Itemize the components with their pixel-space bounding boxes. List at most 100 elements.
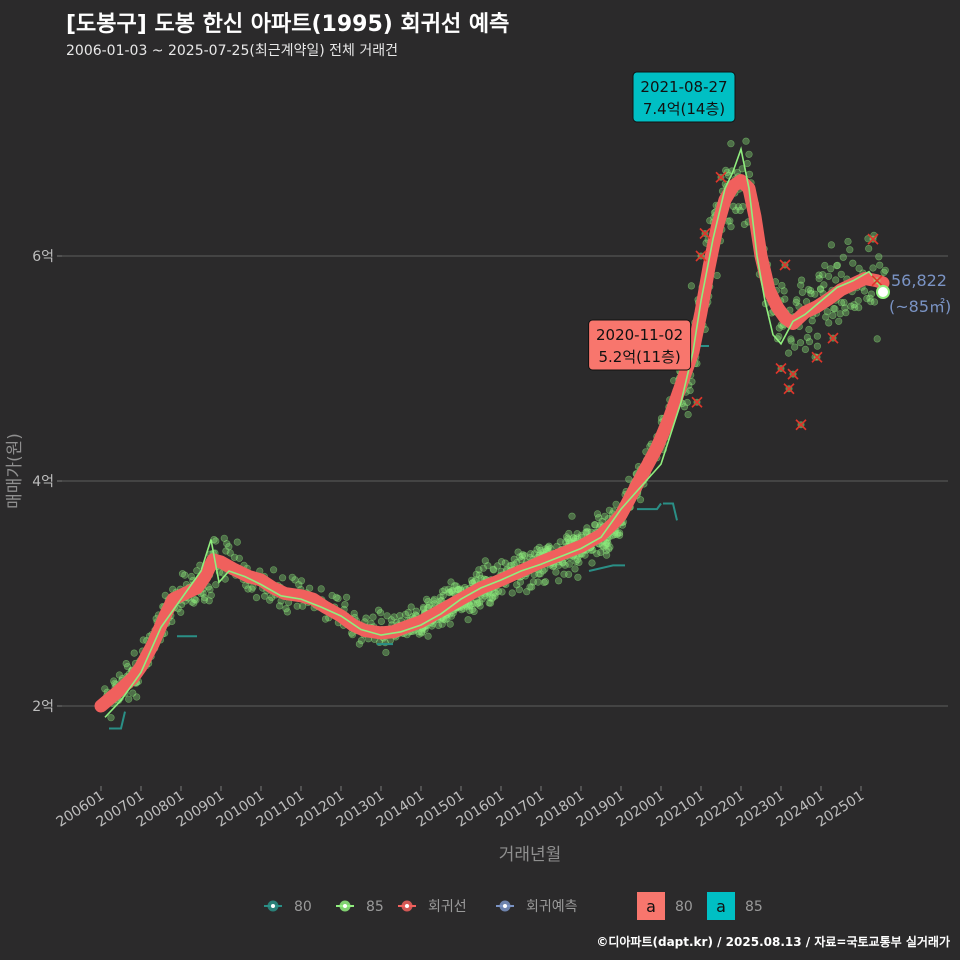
scatter-point	[306, 584, 314, 592]
scatter-point	[846, 246, 854, 254]
scatter-point	[205, 597, 213, 605]
scatter-point	[686, 386, 694, 395]
scatter-point	[341, 600, 349, 609]
scatter-point	[212, 581, 220, 589]
legend-glyph: a	[646, 897, 656, 916]
scatter-point	[726, 217, 734, 225]
scatter-point	[820, 281, 828, 289]
scatter-point	[407, 603, 415, 611]
scatter-point	[225, 543, 233, 551]
scatter-point	[516, 578, 525, 586]
scatter-point	[293, 602, 301, 610]
scatter-point	[808, 317, 816, 325]
annotation-price: 7.4억(14층)	[643, 100, 725, 118]
scatter-point	[561, 561, 569, 569]
scatter-point	[835, 317, 843, 325]
legend-glyph: a	[716, 897, 726, 916]
scatter-point	[545, 542, 553, 550]
scatter-point	[297, 577, 306, 585]
scatter-point	[464, 616, 472, 624]
area80-step	[637, 502, 662, 511]
scatter-point	[233, 538, 241, 546]
x-axis-title: 거래년월	[499, 845, 562, 865]
scatter-point	[727, 223, 735, 231]
scatter-point	[601, 512, 609, 520]
scatter-point	[476, 602, 484, 610]
cancelled-marker	[715, 171, 727, 183]
scatter-point	[355, 640, 364, 648]
cancelled-marker	[871, 275, 883, 287]
cancelled-marker	[867, 233, 879, 245]
y-tick-label: 6억	[32, 249, 54, 265]
cancelled-marker	[779, 259, 791, 271]
scatter-point	[798, 288, 807, 296]
area80-step	[109, 711, 126, 730]
scatter-point	[827, 265, 835, 273]
scatter-point	[369, 613, 377, 621]
scatter-point	[836, 310, 844, 318]
scatter-point	[829, 311, 837, 320]
grid-lines	[62, 255, 948, 707]
scatter-point	[849, 259, 857, 267]
scatter-point	[837, 299, 846, 307]
scatter-point	[837, 270, 845, 278]
scatter-point	[827, 241, 836, 249]
scatter-point	[593, 550, 601, 558]
scatter-point	[565, 529, 573, 538]
scatter-point	[822, 313, 830, 321]
scatter-point	[615, 529, 624, 537]
scatter-point	[541, 578, 550, 586]
scatter-point	[270, 566, 278, 574]
scatter-point	[556, 538, 564, 546]
scatter-point	[534, 578, 542, 586]
cancelled-transactions	[691, 171, 883, 431]
scatter-point	[832, 276, 840, 284]
cancelled-marker	[811, 351, 823, 363]
scatter-point	[552, 568, 560, 576]
chart-title: [도봉구] 도봉 한신 아파트(1995) 회귀선 예측	[66, 12, 510, 37]
scatter-point	[870, 298, 879, 306]
prediction-area: (~85㎡)	[889, 297, 951, 316]
scatter-point	[571, 565, 579, 573]
legend-label: 80	[675, 899, 693, 915]
scatter-point	[383, 612, 391, 620]
cancelled-marker	[775, 362, 787, 375]
cancelled-marker	[691, 396, 703, 408]
x-axis: 2006012007012008012009012010012011012012…	[54, 786, 867, 830]
scatter-point	[130, 649, 138, 657]
legend-label: 80	[294, 899, 312, 915]
scatter-point	[742, 137, 750, 145]
legend-item-2: 회귀선	[398, 899, 467, 915]
legend-label: 회귀예측	[526, 899, 578, 915]
scatter-point	[778, 281, 786, 290]
scatter-point	[252, 593, 261, 602]
scatter-point	[212, 537, 220, 545]
legend-dot-center	[503, 904, 507, 908]
scatter-point	[328, 591, 336, 600]
scatter-point	[729, 202, 738, 210]
scatter-point	[833, 261, 842, 269]
cancelled-marker	[783, 383, 795, 395]
cancelled-marker	[695, 250, 707, 262]
scatter-point	[684, 411, 692, 419]
scatter-point	[825, 319, 833, 327]
scatter-point	[792, 298, 800, 307]
annotations: 2020-11-02 5.2억(11층) 2021-08-27 7.4억(14층)	[588, 71, 736, 371]
scatter-point	[867, 298, 875, 306]
scatter-point	[805, 325, 813, 334]
scatter-point	[591, 521, 600, 529]
cancelled-marker	[827, 332, 839, 344]
scatter-point	[855, 264, 863, 273]
legend-label: 회귀선	[428, 899, 467, 915]
area80-step	[588, 564, 625, 572]
scatter-point	[248, 585, 256, 593]
scatter-point	[842, 309, 850, 317]
moving-average-85-line	[104, 146, 882, 718]
scatter-point	[875, 253, 883, 261]
legend: 80 85 회귀선 회귀예측 a 80 a 85	[264, 892, 763, 920]
scatter-point	[880, 268, 888, 276]
scatter-point	[261, 592, 269, 600]
scatter-point	[840, 298, 848, 307]
scatter-point	[362, 614, 370, 622]
scatter-point	[796, 339, 805, 347]
